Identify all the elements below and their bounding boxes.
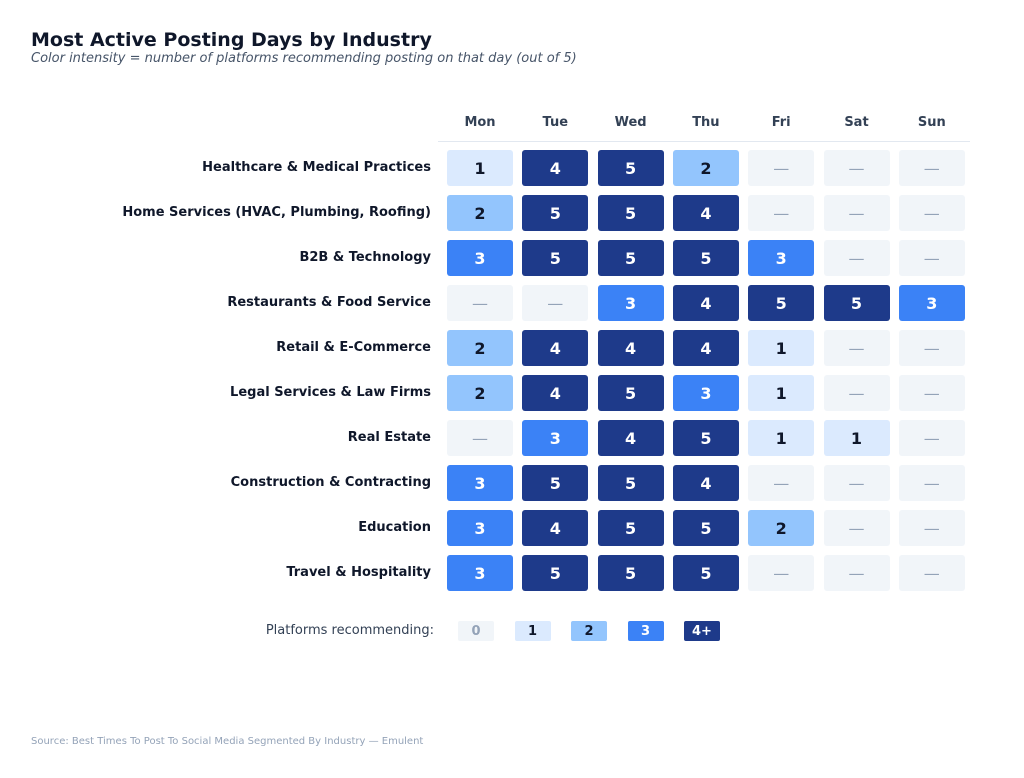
- heatmap-cell: —: [823, 240, 890, 276]
- heatmap-cell: 4: [522, 330, 589, 366]
- heatmap-cell: 3: [447, 240, 513, 276]
- heatmap-cell: 3: [748, 240, 815, 276]
- heatmap-cell: 5: [522, 555, 589, 591]
- heatmap-cell: 4: [672, 285, 739, 321]
- heatmap-cell: —: [823, 195, 890, 231]
- heatmap-cell: —: [447, 285, 513, 321]
- heatmap-cell: 4: [672, 465, 739, 501]
- heatmap-cell: —: [748, 150, 815, 186]
- heatmap-cell: 2: [748, 510, 815, 546]
- header-divider: [438, 141, 970, 142]
- row-label: Home Services (HVAC, Plumbing, Roofing): [122, 205, 431, 220]
- heatmap-cell: 5: [672, 240, 739, 276]
- heatmap-cell: 1: [748, 330, 815, 366]
- heatmap-cell: 3: [898, 285, 965, 321]
- heatmap-cell: 5: [597, 150, 664, 186]
- heatmap-cell: —: [748, 465, 815, 501]
- row-label: Restaurants & Food Service: [227, 295, 431, 310]
- heatmap-cell: 5: [672, 555, 739, 591]
- heatmap-cell: 5: [597, 510, 664, 546]
- row-label: Travel & Hospitality: [286, 565, 431, 580]
- heatmap-cell: 4: [522, 375, 589, 411]
- chart-subtitle: Color intensity = number of platforms re…: [31, 51, 577, 66]
- heatmap-cell: 5: [522, 465, 589, 501]
- heatmap-cell: 2: [672, 150, 739, 186]
- heatmap-cell: 2: [447, 195, 513, 231]
- legend-swatch: 2: [571, 621, 607, 641]
- heatmap-cell: 1: [748, 420, 815, 456]
- heatmap-cell: 4: [597, 330, 664, 366]
- heatmap-cell: —: [898, 240, 965, 276]
- row-label: Real Estate: [347, 430, 431, 445]
- heatmap-cell: —: [823, 555, 890, 591]
- column-header: Wed: [614, 115, 647, 130]
- heatmap-cell: 4: [522, 150, 589, 186]
- heatmap-cell: 5: [597, 195, 664, 231]
- heatmap-cell: 2: [447, 330, 513, 366]
- heatmap-cell: —: [898, 555, 965, 591]
- heatmap-cell: 3: [597, 285, 664, 321]
- heatmap-cell: 5: [522, 240, 589, 276]
- heatmap-cell: 4: [672, 330, 739, 366]
- heatmap-cell: 1: [447, 150, 513, 186]
- heatmap-cell: —: [823, 465, 890, 501]
- column-header: Thu: [692, 115, 720, 130]
- heatmap-cell: 4: [597, 420, 664, 456]
- heatmap-cell: —: [447, 420, 513, 456]
- heatmap-cell: —: [898, 510, 965, 546]
- heatmap-cell: 5: [597, 375, 664, 411]
- column-header: Mon: [464, 115, 496, 130]
- heatmap-cell: —: [522, 285, 589, 321]
- heatmap-cell: —: [748, 195, 815, 231]
- source-note: Source: Best Times To Post To Social Med…: [31, 736, 424, 747]
- heatmap-cell: 3: [522, 420, 589, 456]
- heatmap-cell: 5: [597, 555, 664, 591]
- row-label: Healthcare & Medical Practices: [202, 160, 431, 175]
- heatmap-cell: 3: [447, 555, 513, 591]
- heatmap-cell: 5: [672, 420, 739, 456]
- column-header: Sat: [844, 115, 869, 130]
- heatmap-cell: 5: [597, 465, 664, 501]
- column-header: Sun: [917, 115, 946, 130]
- legend-swatch: 3: [627, 621, 664, 641]
- heatmap-cell: 5: [823, 285, 890, 321]
- heatmap-cell: 4: [672, 195, 739, 231]
- heatmap-cell: —: [898, 375, 965, 411]
- heatmap-cell: 2: [447, 375, 513, 411]
- chart-title: Most Active Posting Days by Industry: [31, 29, 432, 51]
- legend-swatch: 4+: [684, 621, 720, 641]
- heatmap-cell: 4: [522, 510, 589, 546]
- heatmap-cell: 3: [447, 510, 513, 546]
- heatmap-cell: 1: [823, 420, 890, 456]
- heatmap-cell: 5: [597, 240, 664, 276]
- heatmap-cell: —: [823, 375, 890, 411]
- heatmap-cell: —: [898, 195, 965, 231]
- legend-swatch: 0: [458, 621, 494, 641]
- heatmap-cell: —: [823, 510, 890, 546]
- row-label: Legal Services & Law Firms: [230, 385, 431, 400]
- legend-swatch: 1: [514, 621, 551, 641]
- row-label: B2B & Technology: [299, 250, 431, 265]
- heatmap-cell: 3: [672, 375, 739, 411]
- column-header: Fri: [771, 115, 791, 130]
- heatmap-cell: —: [898, 465, 965, 501]
- heatmap-cell: —: [823, 150, 890, 186]
- row-label: Construction & Contracting: [230, 475, 431, 490]
- heatmap-cell: —: [748, 555, 815, 591]
- heatmap-cell: 1: [748, 375, 815, 411]
- heatmap-cell: —: [898, 330, 965, 366]
- heatmap-cell: 5: [522, 195, 589, 231]
- heatmap-cell: —: [898, 150, 965, 186]
- heatmap-cell: 3: [447, 465, 513, 501]
- row-label: Retail & E-Commerce: [276, 340, 431, 355]
- heatmap-cell: 5: [748, 285, 815, 321]
- row-label: Education: [358, 520, 431, 535]
- heatmap-cell: —: [898, 420, 965, 456]
- heatmap-cell: 5: [672, 510, 739, 546]
- legend-label: Platforms recommending:: [265, 623, 434, 638]
- column-header: Tue: [542, 115, 569, 130]
- heatmap-cell: —: [823, 330, 890, 366]
